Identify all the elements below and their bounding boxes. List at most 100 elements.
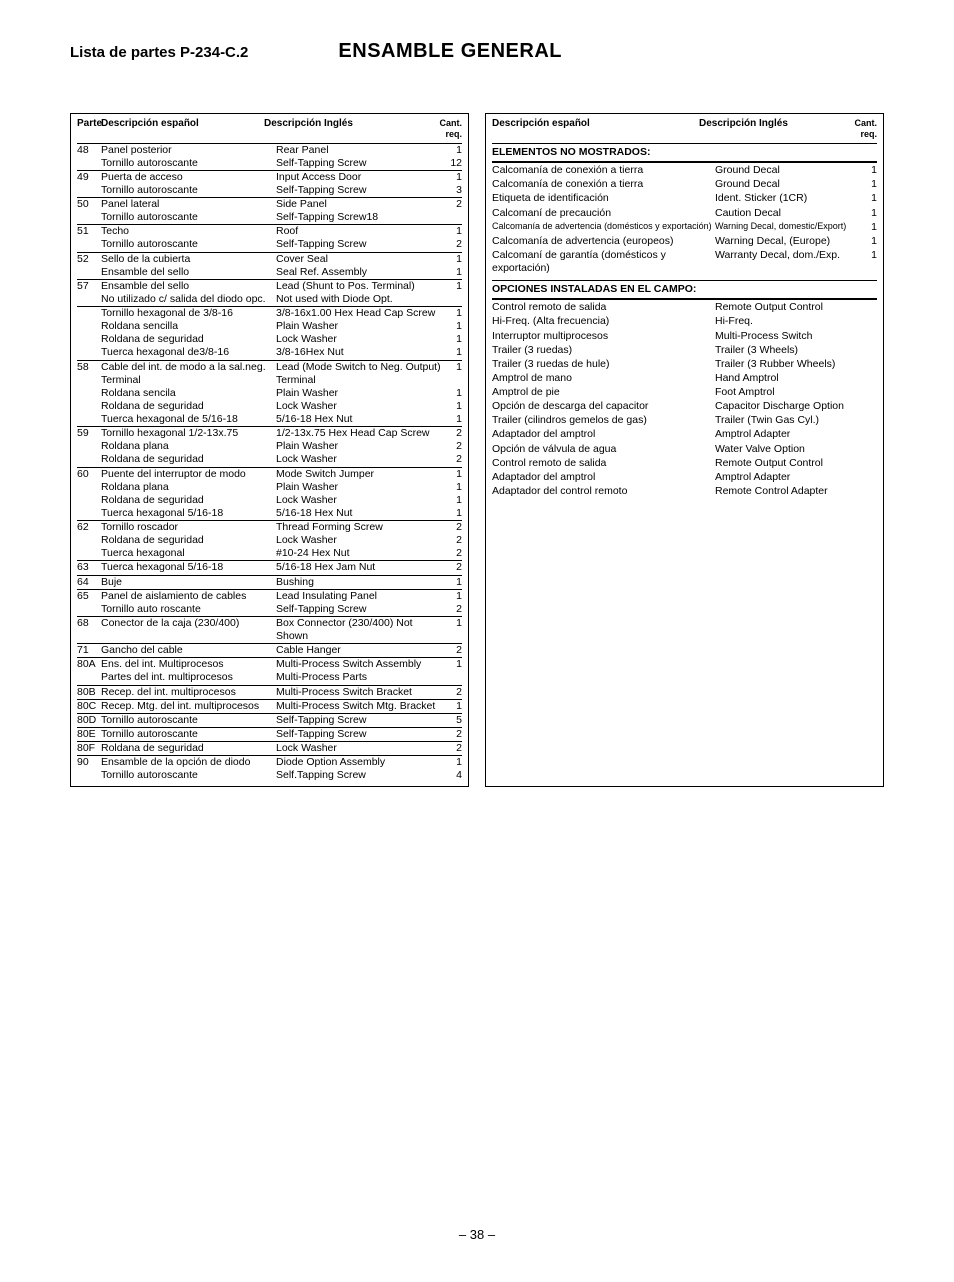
hdr-es: Descripción español	[101, 118, 264, 141]
cell-en: Plain Washer	[276, 440, 448, 453]
table-row: 59Tornillo hexagonal 1/2-13x.751/2-13x.7…	[77, 426, 462, 440]
cell-es: Tornillo autoroscante	[101, 157, 276, 170]
cell-es: Recep. Mtg. del int. multiprocesos	[101, 700, 276, 713]
cell-en: Capacitor Discharge Option	[715, 400, 865, 413]
parts-list-label: Lista de partes P-234-C.2	[70, 44, 248, 61]
cell-en: Cover Seal	[276, 253, 448, 266]
cell-part: 48	[77, 144, 101, 157]
table-row: Amptrol de pieFoot Amptrol	[492, 386, 877, 400]
cell-es: Puerta de acceso	[101, 171, 276, 184]
table-row: Tuerca hexagonal de 5/16-185/16-18 Hex N…	[77, 413, 462, 426]
cell-es: Tornillo autoroscante	[101, 238, 276, 251]
table-row: Opción de descarga del capacitorCapacito…	[492, 400, 877, 414]
table-row: Roldana planaPlain Washer1	[77, 481, 462, 494]
cell-qty: 2	[448, 534, 462, 547]
table-row: TerminalTerminal	[77, 374, 462, 387]
table-row: Amptrol de manoHand Amptrol	[492, 371, 877, 385]
cell-es: Partes del int. multiprocesos	[101, 671, 276, 684]
cell-en: Rear Panel	[276, 144, 448, 157]
table-row: Tuerca hexagonal 5/16-185/16-18 Hex Nut1	[77, 507, 462, 520]
cell-part: 80C	[77, 700, 101, 713]
cell-es: Tornillo auto roscante	[101, 603, 276, 616]
cell-es: Ensamble del sello	[101, 280, 276, 293]
cell-en: Self-Tapping Screw	[276, 238, 448, 251]
cell-es: Hi-Freq. (Alta frecuencia)	[492, 315, 715, 328]
cell-qty: 1	[448, 617, 462, 630]
table-row: 52Sello de la cubiertaCover Seal1	[77, 252, 462, 266]
cell-es: Interruptor multiprocesos	[492, 330, 715, 343]
table-row: Tuerca hexagonal#10-24 Hex Nut2	[77, 547, 462, 560]
table-row: 80CRecep. Mtg. del int. multiprocesosMul…	[77, 699, 462, 713]
cell-en: Diode Option Assembly	[276, 756, 448, 769]
header: Lista de partes P-234-C.2 ENSAMBLE GENER…	[70, 40, 884, 63]
table-row: Trailer (cilindros gemelos de gas)Traile…	[492, 414, 877, 428]
cell-en: Hand Amptrol	[715, 372, 865, 385]
cell-es: Tuerca hexagonal de 5/16-18	[101, 413, 276, 426]
table-row: Control remoto de salidaRemote Output Co…	[492, 456, 877, 470]
cell-qty	[865, 344, 877, 357]
cell-es: Trailer (3 ruedas)	[492, 344, 715, 357]
cell-en: Plain Washer	[276, 320, 448, 333]
cell-en: 3/8-16Hex Nut	[276, 346, 448, 359]
table-row: Roldana de seguridadLock Washer1	[77, 400, 462, 413]
cell-en: Lock Washer	[276, 333, 448, 346]
cell-qty: 1	[865, 249, 877, 275]
cell-es: Gancho del cable	[101, 644, 276, 657]
cell-part: 52	[77, 253, 101, 266]
table-row: Calcomaní de garantía (domésticos y expo…	[492, 248, 877, 275]
cell-part: 51	[77, 225, 101, 238]
table-row: Roldana de seguridadLock Washer2	[77, 453, 462, 466]
cell-es: Tuerca hexagonal de3/8-16	[101, 346, 276, 359]
table-row: 48Panel posteriorRear Panel1	[77, 143, 462, 157]
cell-en: Warning Decal, (Europe)	[715, 235, 865, 248]
cell-qty: 2	[448, 603, 462, 616]
cell-part: 80A	[77, 658, 101, 671]
left-rows: 48Panel posteriorRear Panel1Tornillo aut…	[77, 143, 462, 783]
cell-qty	[865, 457, 877, 470]
cell-en: Warning Decal, domestic/Export)	[715, 221, 865, 234]
cell-en: Roof	[276, 225, 448, 238]
cell-qty: 2	[448, 440, 462, 453]
table-row: Etiqueta de identificaciónIdent. Sticker…	[492, 192, 877, 206]
cell-en: Box Connector (230/400) Not Shown	[276, 617, 448, 643]
cell-qty: 1	[448, 576, 462, 589]
cell-es: Tornillo autoroscante	[101, 728, 276, 741]
cell-es: Adaptador del amptrol	[492, 471, 715, 484]
cell-en: Bushing	[276, 576, 448, 589]
table-row: No utilizado c/ salida del diodo opc.Not…	[77, 293, 462, 306]
table-row: 80FRoldana de seguridadLock Washer2	[77, 741, 462, 755]
cell-en: Plain Washer	[276, 387, 448, 400]
cell-es: Etiqueta de identificación	[492, 192, 715, 205]
cell-qty: 1	[448, 756, 462, 769]
cell-part: 80F	[77, 742, 101, 755]
cell-en: Remote Output Control	[715, 301, 865, 314]
cell-en: Warranty Decal, dom./Exp.	[715, 249, 865, 275]
cell-es: Sello de la cubierta	[101, 253, 276, 266]
cell-en: Caution Decal	[715, 207, 865, 220]
cell-es: Tuerca hexagonal	[101, 547, 276, 560]
table-row: 80ETornillo autoroscanteSelf-Tapping Scr…	[77, 727, 462, 741]
table-row: Opción de válvula de aguaWater Valve Opt…	[492, 442, 877, 456]
cell-en: 5/16-18 Hex Nut	[276, 413, 448, 426]
cell-es: Techo	[101, 225, 276, 238]
cell-en: Lock Washer	[276, 494, 448, 507]
cell-en: Lead Insulating Panel	[276, 590, 448, 603]
table-row: Calcomanía de advertencia (europeos)Warn…	[492, 234, 877, 248]
cell-en: Lock Washer	[276, 534, 448, 547]
table-row: Roldana de seguridadLock Washer1	[77, 333, 462, 346]
cell-en: Ground Decal	[715, 178, 865, 191]
cell-es: Tuerca hexagonal 5/16-18	[101, 507, 276, 520]
cell-qty: 1	[448, 307, 462, 320]
columns: Parte Descripción español Descripción In…	[70, 113, 884, 787]
cell-en: 5/16-18 Hex Nut	[276, 507, 448, 520]
hdr-en-r: Descripción Inglés	[699, 118, 849, 141]
cell-es: Control remoto de salida	[492, 301, 715, 314]
cell-qty	[865, 471, 877, 484]
cell-en: 5/16-18 Hex Jam Nut	[276, 561, 448, 574]
cell-qty: 5	[448, 714, 462, 727]
cell-qty	[865, 485, 877, 498]
cell-qty: 1	[448, 413, 462, 426]
cell-en: Terminal	[276, 374, 448, 387]
table-row: 64BujeBushing1	[77, 575, 462, 589]
table-row: 62Tornillo roscadorThread Forming Screw2	[77, 520, 462, 534]
